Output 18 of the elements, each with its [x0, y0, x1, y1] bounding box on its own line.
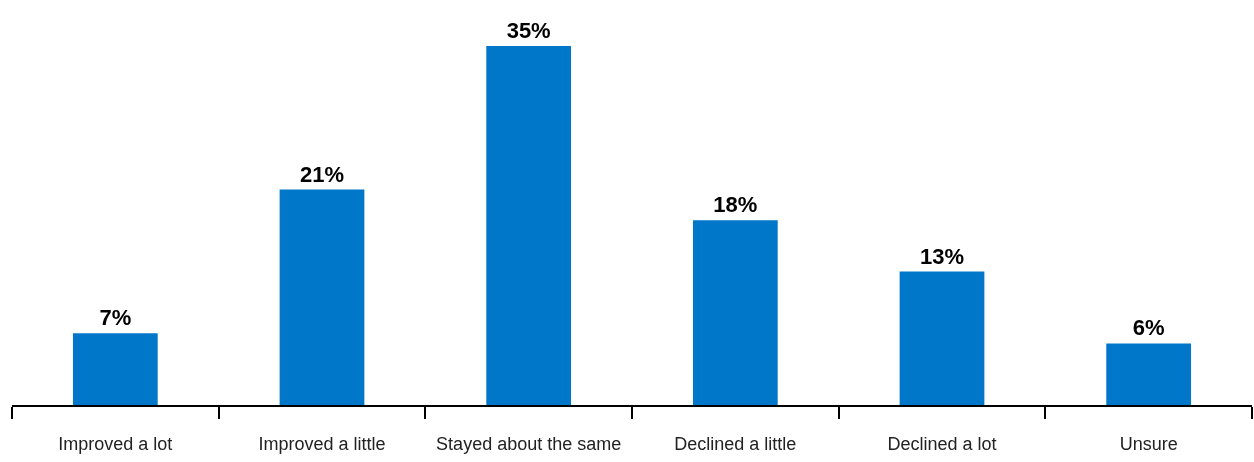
bar — [72, 333, 158, 405]
data-label: 35% — [506, 17, 551, 43]
x-tick-label: Unsure — [1119, 434, 1178, 455]
data-label: 7% — [99, 305, 132, 331]
x-tick-label: Stayed about the same — [436, 434, 622, 455]
x-tick-label: Declined a lot — [887, 434, 997, 455]
x-tick-label: Declined a little — [674, 434, 797, 455]
data-label: 18% — [713, 192, 758, 218]
data-label: 21% — [299, 161, 345, 187]
x-tick-label: Improved a little — [258, 434, 386, 455]
bar — [899, 271, 985, 405]
bar — [279, 189, 365, 405]
data-label: 6% — [1132, 315, 1165, 341]
data-label: 13% — [919, 243, 965, 269]
bar — [692, 220, 778, 405]
bar — [486, 45, 572, 405]
bar — [1106, 343, 1192, 405]
x-tick-label: Improved a lot — [58, 434, 173, 455]
